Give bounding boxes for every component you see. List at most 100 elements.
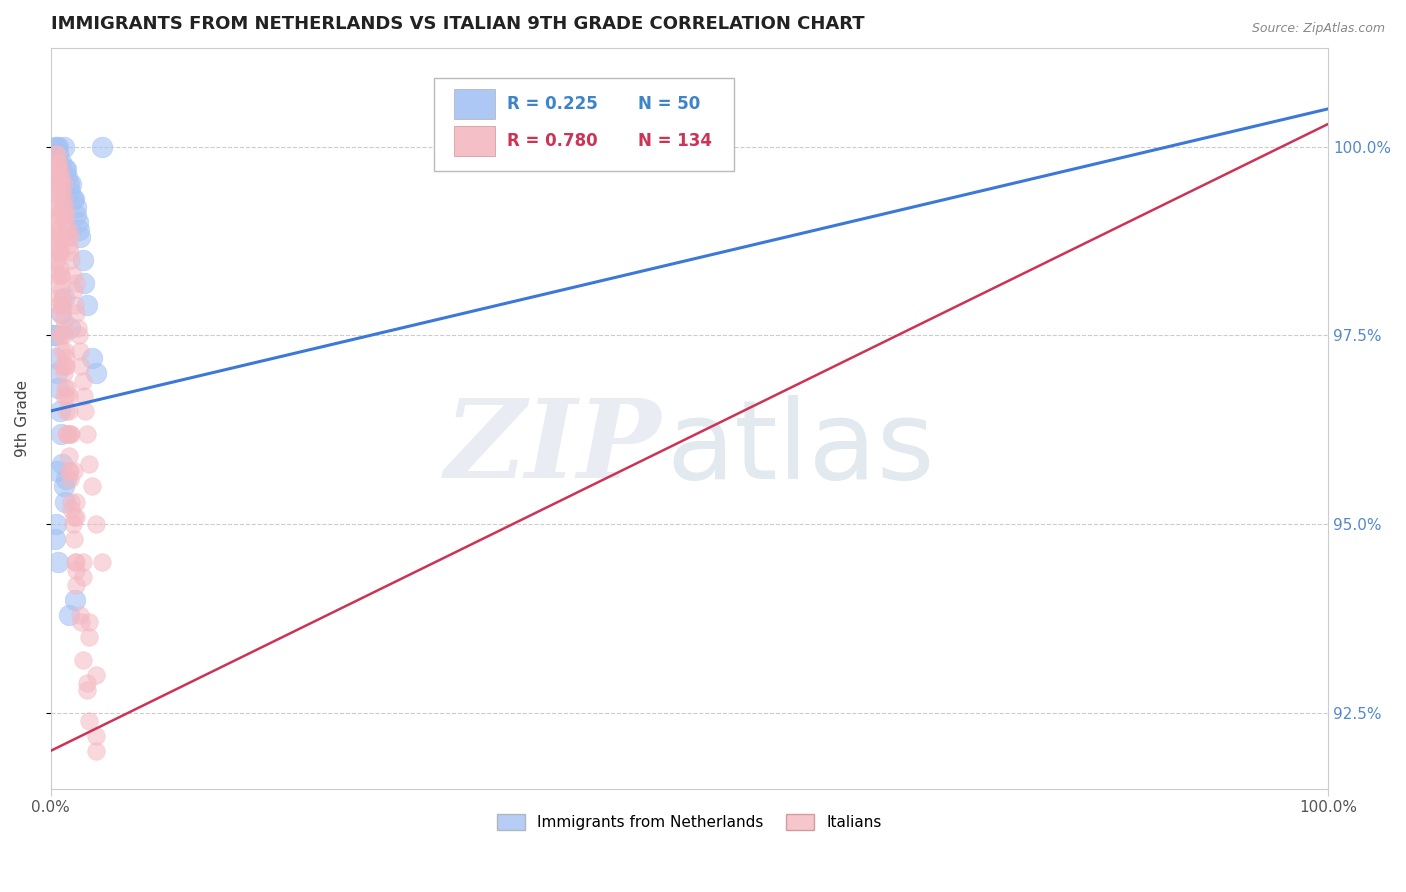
Point xyxy=(49,306,72,320)
Point xyxy=(49,185,72,199)
Point xyxy=(73,276,96,290)
Point xyxy=(44,237,66,252)
Point xyxy=(52,208,75,222)
Point xyxy=(52,178,75,192)
Point xyxy=(49,245,72,260)
Point xyxy=(84,744,107,758)
Point xyxy=(80,479,103,493)
Point xyxy=(58,464,80,478)
Point xyxy=(48,222,70,236)
Point xyxy=(63,298,86,312)
Point xyxy=(60,426,83,441)
Point xyxy=(45,252,67,267)
Point xyxy=(53,381,76,395)
Point xyxy=(58,449,80,463)
Point xyxy=(52,313,75,327)
Point xyxy=(56,381,79,395)
Point xyxy=(65,577,87,591)
Point xyxy=(45,162,67,177)
Point xyxy=(51,200,73,214)
Point xyxy=(46,139,69,153)
FancyBboxPatch shape xyxy=(434,78,734,170)
Point xyxy=(52,291,75,305)
Point xyxy=(55,359,77,373)
Point xyxy=(46,366,69,380)
Point xyxy=(51,343,73,358)
Point xyxy=(55,162,77,177)
Point xyxy=(45,351,67,365)
Point xyxy=(44,328,66,343)
Point xyxy=(46,230,69,244)
Point xyxy=(52,321,75,335)
Point xyxy=(63,509,86,524)
Point xyxy=(52,193,75,207)
Point xyxy=(49,230,72,244)
Point xyxy=(56,426,79,441)
Point xyxy=(59,245,82,260)
Point xyxy=(53,200,76,214)
Point xyxy=(55,222,77,236)
Point xyxy=(58,178,80,192)
Point xyxy=(60,502,83,516)
Point xyxy=(59,230,82,244)
Point xyxy=(52,389,75,403)
Point xyxy=(75,404,97,418)
Point xyxy=(65,494,87,508)
Point xyxy=(63,555,86,569)
Point xyxy=(48,154,70,169)
Point xyxy=(45,517,67,532)
Point xyxy=(76,683,98,698)
Point xyxy=(42,328,65,343)
Point xyxy=(45,147,67,161)
Point xyxy=(72,653,94,667)
Point xyxy=(62,193,84,207)
Point xyxy=(49,154,72,169)
Point xyxy=(48,147,70,161)
Point xyxy=(65,208,87,222)
Point xyxy=(72,555,94,569)
Text: N = 134: N = 134 xyxy=(638,132,713,150)
Point xyxy=(51,359,73,373)
Point xyxy=(45,252,67,267)
Point xyxy=(44,169,66,184)
Point xyxy=(63,193,86,207)
Point xyxy=(46,154,69,169)
Point xyxy=(63,464,86,478)
Point xyxy=(51,298,73,312)
Point xyxy=(51,457,73,471)
Point xyxy=(52,479,75,493)
Point xyxy=(44,200,66,214)
Text: IMMIGRANTS FROM NETHERLANDS VS ITALIAN 9TH GRADE CORRELATION CHART: IMMIGRANTS FROM NETHERLANDS VS ITALIAN 9… xyxy=(51,15,865,33)
Point xyxy=(63,283,86,297)
Point xyxy=(58,222,80,236)
Point xyxy=(56,169,79,184)
FancyBboxPatch shape xyxy=(454,89,495,119)
Point xyxy=(48,162,70,177)
Point xyxy=(90,555,112,569)
Point xyxy=(49,208,72,222)
Point xyxy=(49,178,72,192)
Point xyxy=(52,366,75,380)
Point xyxy=(58,389,80,403)
Text: atlas: atlas xyxy=(666,394,935,501)
Point xyxy=(48,222,70,236)
Point xyxy=(52,178,75,192)
Legend: Immigrants from Netherlands, Italians: Immigrants from Netherlands, Italians xyxy=(491,808,887,837)
Point xyxy=(48,381,70,395)
Point xyxy=(55,208,77,222)
Point xyxy=(45,185,67,199)
Point xyxy=(48,555,70,569)
Point xyxy=(62,268,84,282)
Point xyxy=(90,139,112,153)
Point xyxy=(55,472,77,486)
Text: Source: ZipAtlas.com: Source: ZipAtlas.com xyxy=(1251,22,1385,36)
Point xyxy=(52,139,75,153)
Point xyxy=(52,328,75,343)
Point xyxy=(70,615,93,630)
Point xyxy=(44,230,66,244)
Point xyxy=(486,139,509,153)
Point xyxy=(48,298,70,312)
Point xyxy=(49,426,72,441)
Point xyxy=(56,230,79,244)
Point xyxy=(48,291,70,305)
